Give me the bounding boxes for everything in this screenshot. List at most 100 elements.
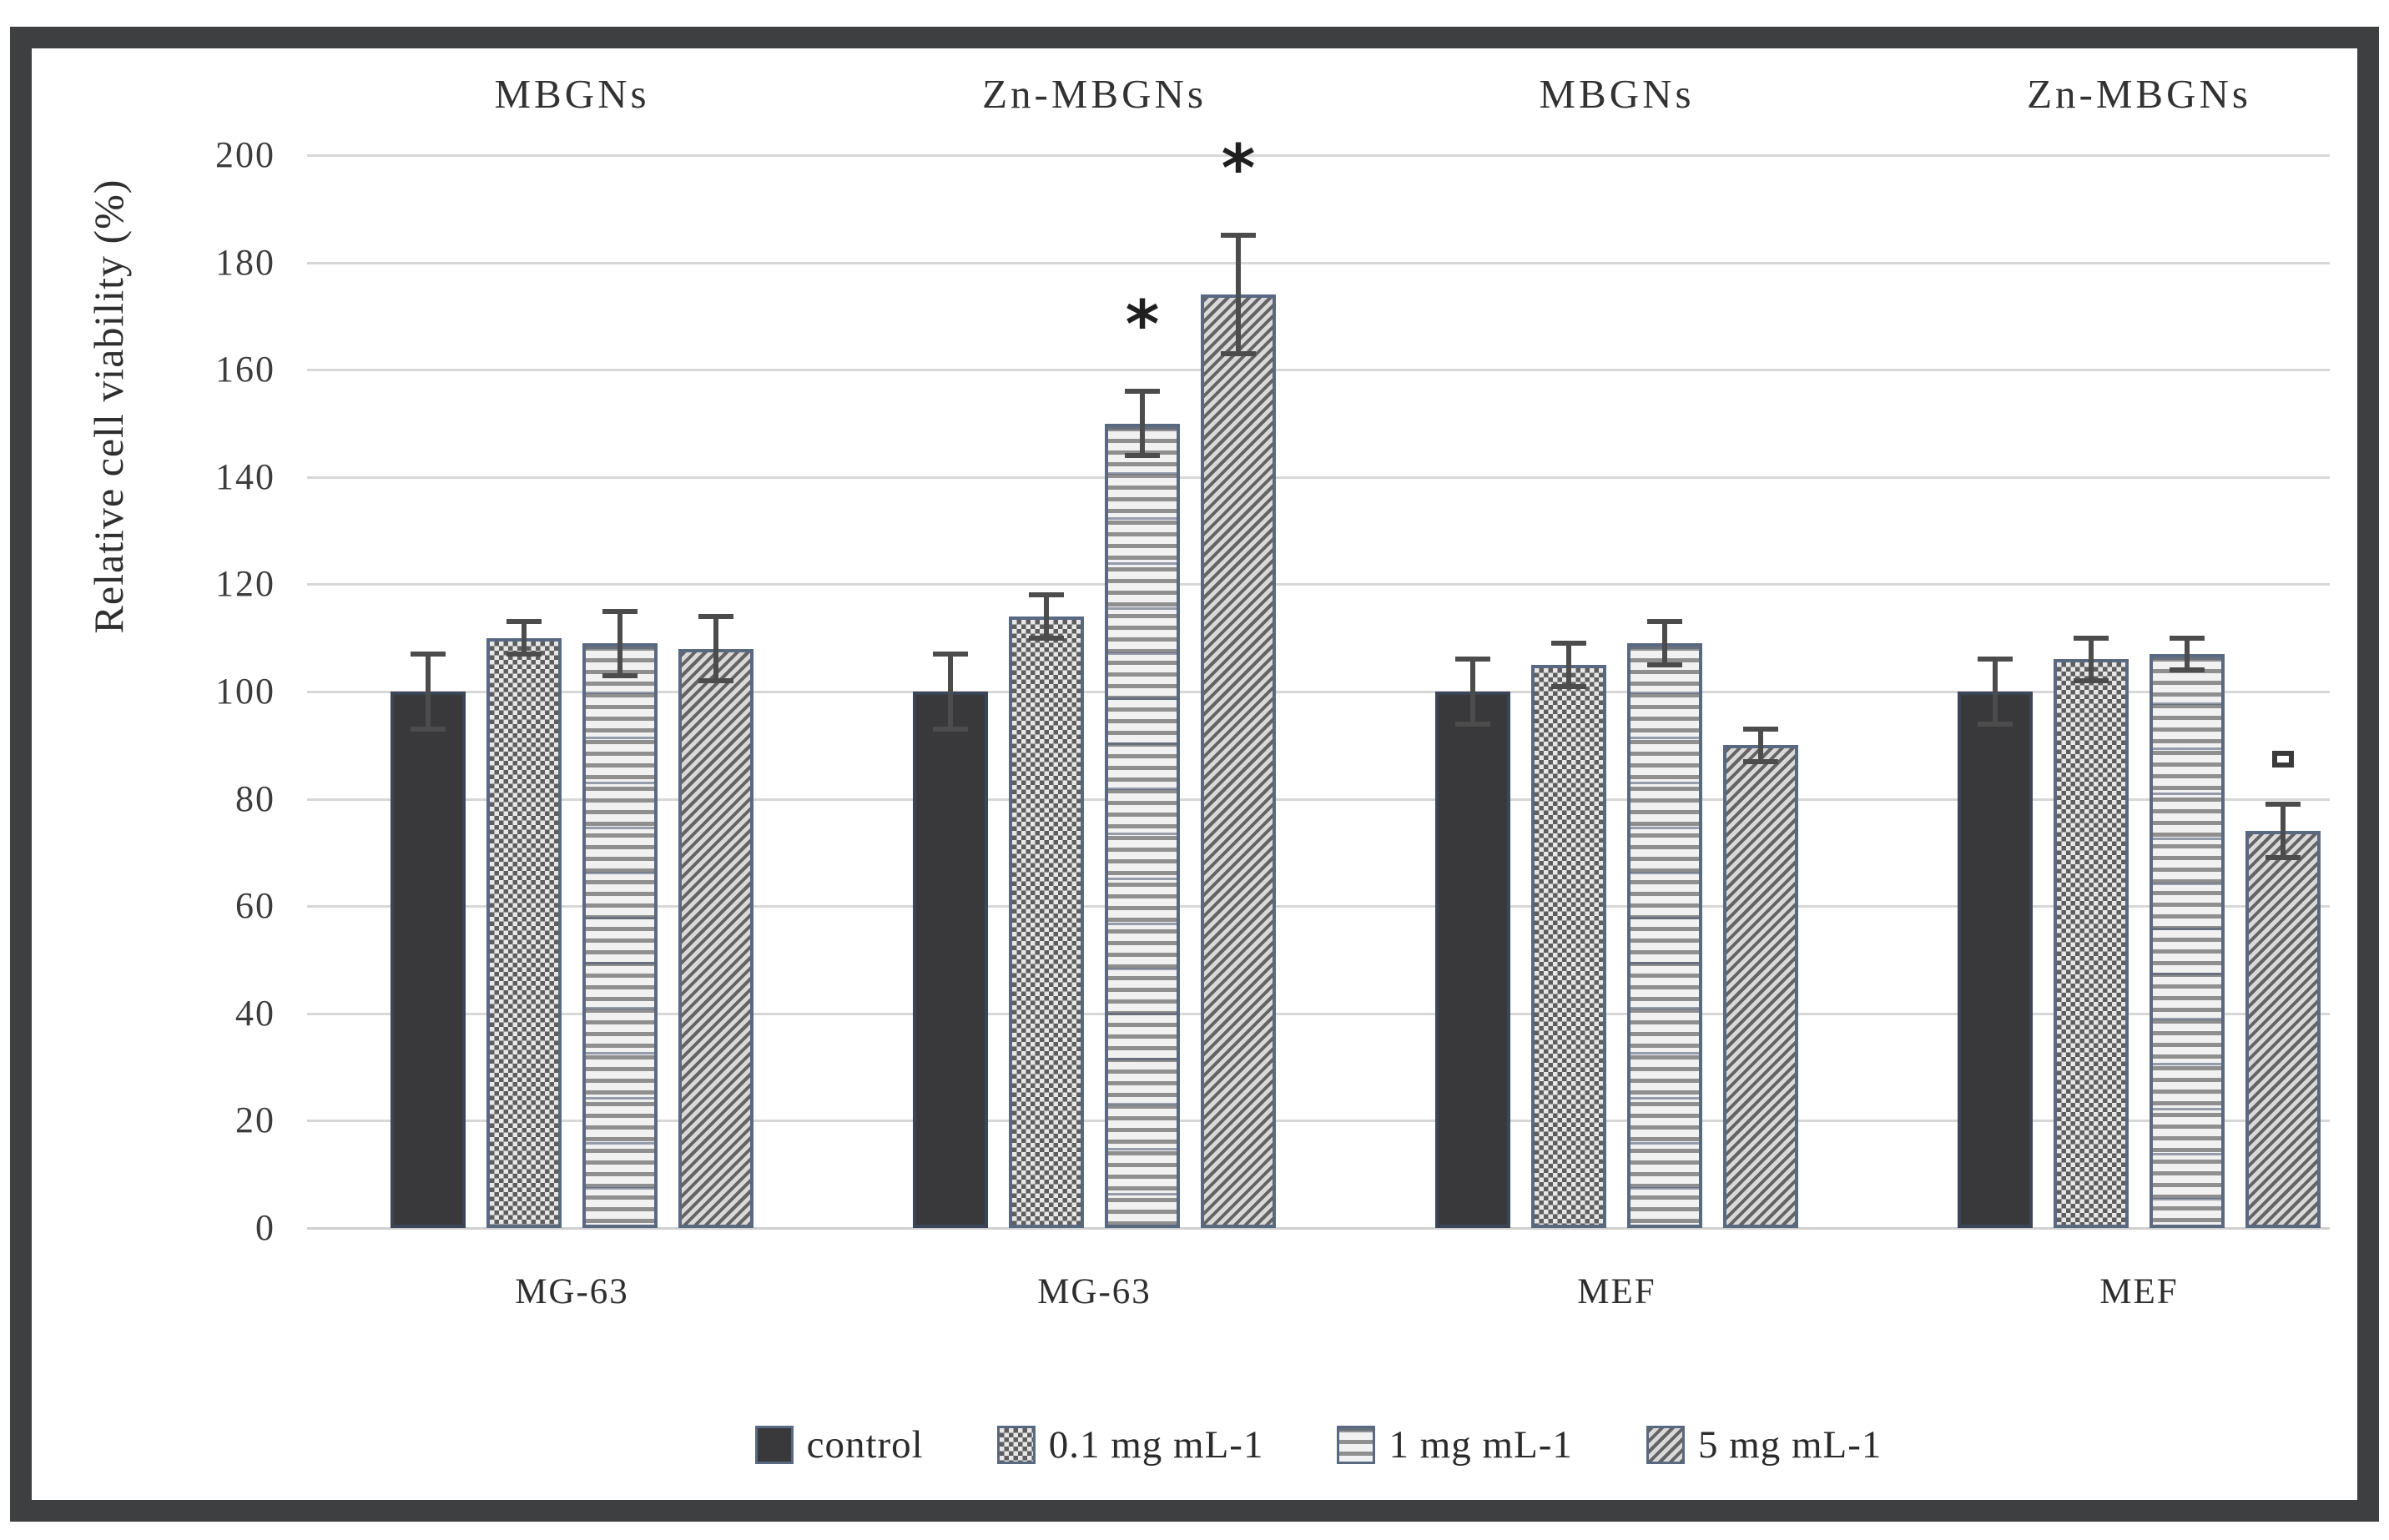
error-bar-stem <box>2185 637 2190 671</box>
error-bar-cap-top <box>1221 233 1256 239</box>
bar-0.1-mg-ml-1 <box>486 637 562 1228</box>
error-bar-cap-bottom <box>698 678 733 684</box>
error-bar-cap-top <box>933 651 968 657</box>
error-bar-cap-top <box>1125 388 1160 394</box>
bar-1-mg-ml-1 <box>582 643 658 1228</box>
panel-title: MBGNs <box>494 71 650 117</box>
gridline <box>307 1227 2330 1230</box>
legend-swatch <box>1646 1426 1685 1464</box>
x-axis-group-label: MEF <box>2099 1272 2179 1311</box>
legend-label: 0.1 mg mL-1 <box>1048 1423 1264 1467</box>
error-bar-stem <box>1470 659 1475 724</box>
error-bar-cap-bottom <box>1125 453 1160 459</box>
gridline <box>307 905 2330 908</box>
bar-1-mg-ml-1 <box>1105 423 1180 1228</box>
x-axis-group-label: MG-63 <box>1037 1272 1152 1311</box>
y-axis-tick-label: 180 <box>215 241 275 283</box>
gridline <box>307 583 2330 586</box>
error-bar-stem <box>2089 637 2094 682</box>
gridline <box>307 1012 2330 1015</box>
y-axis-tick-label: 120 <box>215 563 275 605</box>
significance-asterisk: * <box>1125 287 1160 363</box>
error-bar-stem <box>1236 235 1241 354</box>
error-bar-cap-bottom <box>1029 635 1064 641</box>
error-bar-cap-top <box>1647 619 1682 625</box>
gridline <box>307 369 2330 372</box>
error-bar-cap-top <box>2074 635 2109 641</box>
significance-square <box>2272 751 2294 768</box>
error-bar-cap-top <box>1743 727 1778 732</box>
error-bar-cap-top <box>698 613 733 619</box>
legend-item: 1 mg mL-1 <box>1337 1422 1572 1467</box>
bar-0.1-mg-ml-1 <box>1009 616 1084 1228</box>
error-bar-cap-bottom <box>507 651 542 657</box>
error-bar-stem <box>948 653 953 729</box>
gridline <box>307 1120 2330 1123</box>
x-axis-group-label: MEF <box>1577 1272 1656 1311</box>
y-axis-tick-label: 160 <box>215 349 275 390</box>
error-bar-cap-bottom <box>1455 721 1490 727</box>
gridline <box>307 691 2330 693</box>
error-bar-stem <box>522 622 527 654</box>
error-bar-cap-bottom <box>1221 350 1256 356</box>
bar-control <box>391 692 466 1228</box>
y-axis-tick-label: 80 <box>235 778 275 819</box>
chart-legend: control 0.1 mg mL-1 1 mg mL-1 5 mg mL-1 <box>307 1418 2330 1472</box>
error-bar-cap-top <box>1029 592 1064 598</box>
legend-label: 1 mg mL-1 <box>1389 1423 1573 1467</box>
error-bar-cap-bottom <box>1743 758 1778 764</box>
error-bar-cap-bottom <box>411 727 446 732</box>
bar-1-mg-ml-1 <box>1627 643 1702 1228</box>
error-bar-cap-top <box>507 619 542 625</box>
error-bar-cap-top <box>602 608 638 614</box>
y-axis-tick-label: 200 <box>215 134 275 175</box>
legend-item: 5 mg mL-1 <box>1646 1422 1882 1467</box>
error-bar-stem <box>617 611 622 676</box>
bar-5-mg-ml-1 <box>1723 745 1798 1228</box>
legend-label: control <box>806 1423 924 1467</box>
error-bar-cap-top <box>411 651 446 657</box>
error-bar-cap-bottom <box>2266 855 2301 861</box>
gridline <box>307 476 2330 479</box>
y-axis-tick-label: 40 <box>235 992 275 1034</box>
bar-1-mg-ml-1 <box>2150 653 2225 1228</box>
legend-swatch <box>996 1426 1036 1464</box>
error-bar-stem <box>713 616 718 682</box>
error-bar-cap-top <box>1455 657 1490 662</box>
y-axis-tick-label: 20 <box>235 1100 275 1141</box>
error-bar-stem <box>1758 729 1763 762</box>
legend-swatch <box>754 1426 794 1464</box>
panel-title: Zn-MBGNs <box>982 71 1207 117</box>
legend-swatch <box>1337 1426 1376 1464</box>
error-bar-stem <box>1662 622 1667 665</box>
error-bar-stem <box>1140 390 1145 456</box>
y-axis-tick-label: 0 <box>255 1207 275 1248</box>
y-axis-tick-label: 140 <box>215 455 275 497</box>
y-axis-title: Relative cell viability (%) <box>85 179 132 634</box>
error-bar-cap-top <box>1551 641 1586 647</box>
error-bar-stem <box>1566 643 1571 687</box>
bar-control <box>1958 692 2033 1228</box>
error-bar-cap-bottom <box>1647 662 1682 667</box>
bar-5-mg-ml-1 <box>678 648 753 1228</box>
error-bar-cap-bottom <box>1551 683 1586 689</box>
error-bar-cap-bottom <box>933 727 968 732</box>
error-bar-cap-top <box>2170 635 2205 641</box>
error-bar-stem <box>2281 804 2286 858</box>
panel-title: MBGNs <box>1539 71 1695 117</box>
bar-0.1-mg-ml-1 <box>1531 664 1606 1228</box>
bar-control <box>1435 692 1510 1228</box>
error-bar-cap-bottom <box>2074 678 2109 684</box>
legend-label: 5 mg mL-1 <box>1697 1423 1882 1467</box>
gridline <box>307 154 2330 157</box>
y-axis-tick-label: 100 <box>215 671 275 712</box>
error-bar-stem <box>1044 595 1049 638</box>
significance-asterisk: * <box>1221 132 1256 208</box>
bar-5-mg-ml-1 <box>2245 831 2321 1228</box>
error-bar-cap-top <box>1978 657 2013 662</box>
error-bar-stem <box>1993 659 1998 724</box>
y-axis-tick-label: 60 <box>235 885 275 927</box>
gridline <box>307 261 2330 264</box>
error-bar-cap-bottom <box>602 672 638 678</box>
